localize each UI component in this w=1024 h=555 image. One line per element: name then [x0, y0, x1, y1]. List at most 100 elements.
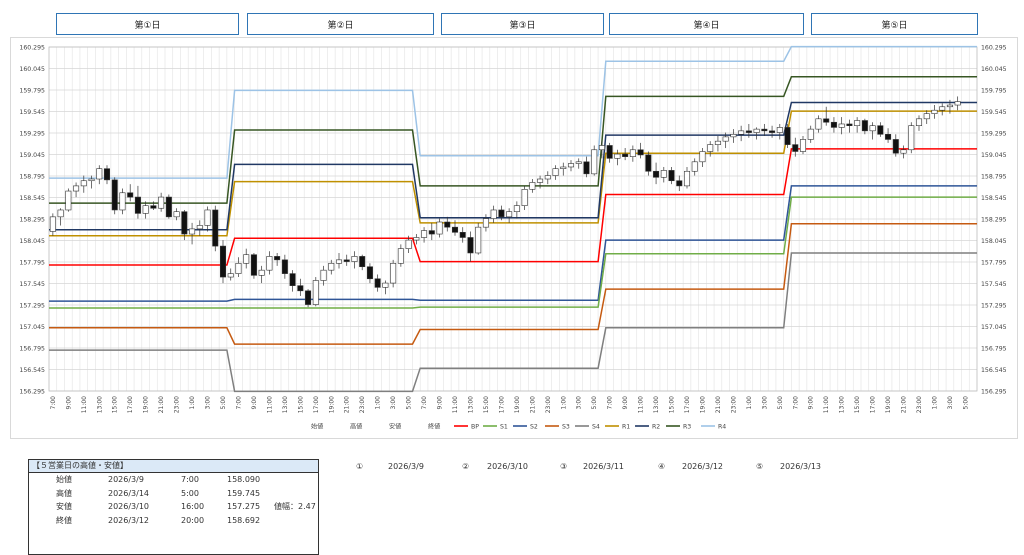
y-tick-label: 157.545 [19, 281, 45, 288]
candle-body [173, 211, 180, 218]
summary-table: 【５営業日の高値・安値】 始値 2026/3/9 7:00 158.090 高値… [28, 459, 319, 555]
summary-value: 158.090 [227, 475, 261, 484]
x-tick-label: 17:00 [870, 396, 877, 413]
day-date-num: ② [462, 462, 470, 471]
x-tick-label: 1:00 [746, 396, 753, 410]
candle-body [390, 262, 397, 284]
candle-body [219, 245, 227, 278]
day-tab-2: 第②日 [247, 13, 434, 35]
candle-body [606, 145, 613, 159]
candle-body [645, 154, 652, 172]
day-date: 2026/3/9 [388, 462, 424, 471]
x-tick-label: 5:00 [220, 396, 227, 410]
candle-body [776, 127, 783, 133]
candle-body [854, 120, 861, 126]
summary-date: 2026/3/12 [108, 515, 150, 525]
candle-body [877, 125, 884, 135]
x-tick-label: 19:00 [699, 396, 706, 413]
summary-label: 終値 [56, 515, 72, 525]
x-tick-label: 11:00 [266, 396, 273, 413]
day-date: 2026/3/11 [583, 462, 625, 471]
x-tick-label: 15:00 [297, 396, 304, 413]
x-tick-label: 11:00 [638, 396, 645, 413]
candle-body [707, 144, 714, 152]
candle-body [289, 273, 296, 286]
candle-body [923, 113, 930, 120]
chart-legend: 始値 高値 安値 終値 BP S1 S2 S3 S4 R1 R2 R3 R4 [311, 423, 726, 431]
y-tick-label: 158.795 [981, 174, 1007, 181]
summary-row: 終値 2026/3/12 20:00 158.692 [29, 514, 318, 528]
candle-body [544, 175, 551, 180]
candle-body [622, 153, 629, 157]
summary-label: 高値 [56, 488, 72, 498]
x-tick-label: 9:00 [808, 396, 815, 410]
x-tick-label: 11:00 [81, 396, 88, 413]
x-tick-label: 21:00 [158, 396, 165, 413]
summary-value: 159.745 [227, 488, 261, 498]
x-tick-label: 1:00 [375, 396, 382, 410]
legend-label: S2 [530, 424, 538, 431]
legend-label: S3 [562, 424, 570, 431]
y-axis-right: 160.295 160.045 159.795 159.545 159.295 159.0… [981, 45, 1007, 396]
day-date: 2026/3/12 [682, 462, 724, 471]
candle-body [235, 262, 242, 274]
candle-body [73, 185, 80, 192]
y-tick-label: 159.295 [19, 131, 45, 138]
candle-body [575, 161, 582, 164]
x-tick-label: 1:00 [560, 396, 567, 410]
x-tick-label: 11:00 [823, 396, 830, 413]
candle-body [436, 221, 443, 235]
summary-date: 2026/3/10 [108, 502, 150, 511]
candle-body [428, 230, 435, 235]
candle-body [444, 221, 451, 228]
legend-label: R4 [718, 424, 726, 431]
candle-body [614, 153, 621, 159]
summary-time: 16:00 [181, 502, 205, 511]
y-tick-label: 158.545 [981, 195, 1007, 202]
candle-body [111, 179, 118, 211]
plot-border [48, 46, 978, 392]
candle-body [761, 128, 768, 132]
pivot-line-r4 [49, 45, 977, 179]
summary-value: 157.275 [227, 502, 261, 511]
candle-body [382, 282, 389, 288]
y-tick-label: 156.545 [981, 367, 1007, 374]
x-tick-label: 17:00 [127, 396, 134, 413]
candle-body [127, 192, 134, 198]
candle-body [498, 209, 505, 218]
candle-body [846, 123, 853, 126]
y-tick-label: 156.545 [19, 367, 45, 374]
day-date: 2026/3/10 [487, 462, 529, 471]
y-tick-label: 156.295 [981, 389, 1007, 396]
candle-body [158, 196, 165, 209]
candle-body [204, 209, 211, 226]
x-tick-label: 5:00 [591, 396, 598, 410]
candle-body [946, 104, 953, 108]
candle-body [250, 254, 257, 276]
x-tick-label: 15:00 [669, 396, 676, 413]
candle-body [57, 209, 64, 218]
x-tick-label: 5:00 [406, 396, 413, 410]
x-tick-label: 7:00 [607, 396, 614, 410]
x-tick-label: 11:00 [452, 396, 459, 413]
x-tick-label: 13:00 [96, 396, 103, 413]
y-tick-label: 158.295 [981, 217, 1007, 224]
y-tick-label: 157.545 [981, 281, 1007, 288]
candle-body [351, 256, 358, 262]
x-tick-label: 23:00 [359, 396, 366, 413]
x-tick-label: 15:00 [483, 396, 490, 413]
pivot-line-s2 [49, 185, 977, 302]
candle-body [212, 209, 219, 247]
candle-body [142, 205, 149, 214]
day-date-num: ① [356, 462, 364, 471]
candle-body [258, 269, 265, 276]
x-tick-label: 15:00 [854, 396, 861, 413]
x-tick-label: 21:00 [715, 396, 722, 413]
candle-body [80, 180, 87, 187]
candle-body [637, 149, 644, 156]
y-tick-label: 157.295 [981, 303, 1007, 310]
candle-body [683, 170, 691, 187]
candle-body [467, 237, 474, 254]
candle-body [753, 128, 760, 133]
candle-body [653, 170, 660, 178]
